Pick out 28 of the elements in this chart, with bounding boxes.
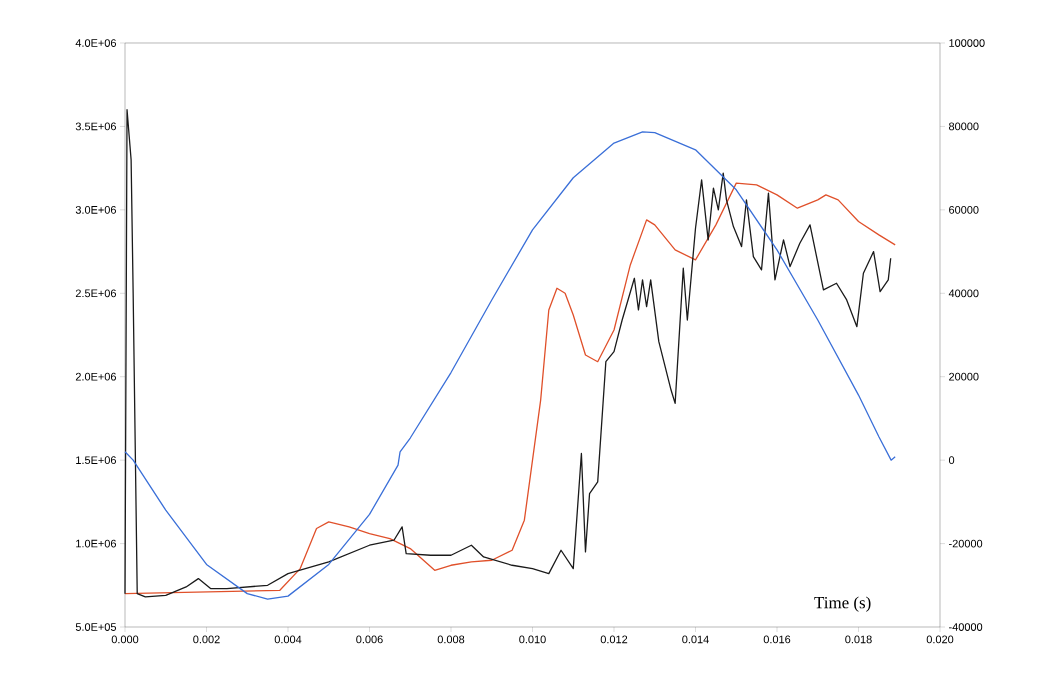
- y-tick-label: 2.0E+06: [75, 372, 116, 381]
- y-tick-label: 5.0E+05: [75, 623, 117, 631]
- x-tick-label: 0.008: [437, 635, 465, 644]
- x-tick-label: 0.010: [519, 635, 546, 644]
- x-tick-label: 0.020: [926, 635, 954, 644]
- y-tick-label: 3.5E+06: [75, 122, 116, 131]
- y-tick-label: 4.0E+06: [75, 39, 116, 47]
- y2-tick-label: 20000: [949, 372, 979, 381]
- y-tick-label: 3.0E+06: [75, 205, 116, 214]
- x-tick-label: 0.006: [356, 635, 383, 644]
- y2-tick-label: 100000: [949, 39, 985, 47]
- x-tick-label: 0.012: [600, 635, 628, 644]
- x-tick-label: 0.004: [274, 635, 302, 644]
- x-axis-title: Time (s): [814, 596, 871, 612]
- y2-tick-label: 40000: [948, 289, 979, 298]
- x-tick-label: 0.014: [682, 635, 709, 644]
- y2-tick-label: -40000: [949, 623, 983, 631]
- y-tick-label: 1.0E+06: [76, 539, 116, 548]
- y2-tick-label: 80000: [949, 122, 979, 131]
- y-tick-label: 1.5E+06: [76, 456, 116, 465]
- x-tick-label: 0.002: [193, 635, 220, 644]
- y2-tick-label: -20000: [949, 539, 983, 548]
- x-tick-label: 0.018: [845, 635, 872, 644]
- x-tick-label: 0.000: [111, 635, 139, 644]
- y-tick-label: 2.5E+06: [75, 289, 116, 298]
- y2-tick-label: 60000: [949, 205, 979, 214]
- y2-tick-label: 0: [948, 456, 955, 465]
- x-tick-label: 0.016: [763, 635, 791, 644]
